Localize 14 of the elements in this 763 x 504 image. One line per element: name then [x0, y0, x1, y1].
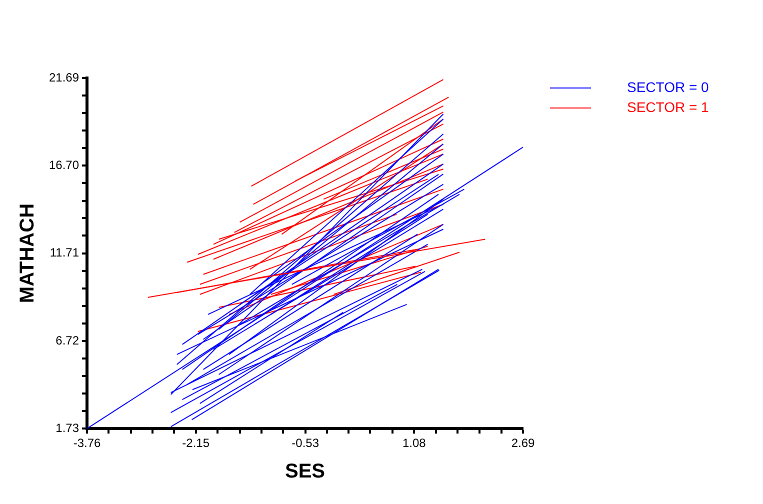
x-tick-label: 2.69 — [511, 436, 535, 450]
x-tick-label: 1.08 — [402, 436, 426, 450]
y-tick-label: 11.71 — [50, 246, 80, 260]
y-tick-label: 6.72 — [56, 333, 80, 348]
y-tick-label: 1.73 — [56, 420, 80, 435]
x-tick-label: -2.15 — [182, 436, 210, 450]
y-axis-title: MATHACH — [16, 203, 39, 304]
x-tick-label: -0.53 — [292, 436, 320, 450]
y-tick-label: 21.69 — [49, 70, 80, 84]
x-axis-title: SES — [285, 460, 326, 483]
text: SECTOR = 0 — [627, 78, 710, 95]
x-tick-label: -3.76 — [73, 436, 102, 450]
y-tick-label: 16.70 — [49, 158, 80, 172]
text: SECTOR = 1 — [627, 98, 710, 115]
